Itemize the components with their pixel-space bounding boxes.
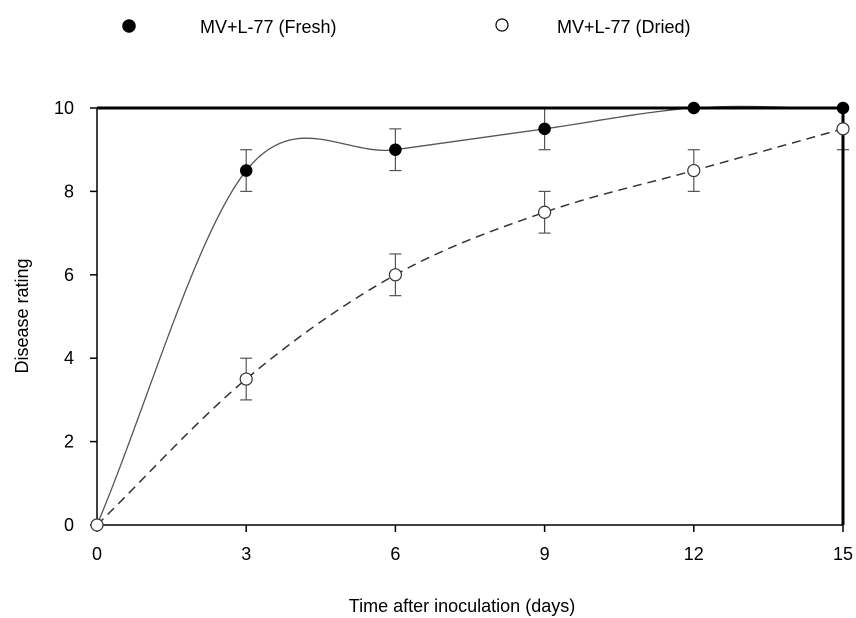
dried-data-point — [239, 372, 253, 386]
fresh-data-point — [687, 101, 701, 115]
dried-data-point — [836, 122, 850, 136]
plot-frame — [96, 106, 845, 526]
legend-marker-fresh — [122, 19, 136, 33]
x-axis-title: Time after inoculation (days) — [349, 596, 575, 616]
series-lines — [96, 105, 844, 526]
legend-marker-dried — [495, 18, 509, 32]
y-tick-label: 0 — [64, 515, 74, 535]
error-bars — [240, 107, 849, 401]
dried-data-point — [388, 268, 402, 282]
y-axis-title: Disease rating — [12, 258, 32, 373]
data-points — [90, 101, 850, 532]
fresh-series-line — [96, 105, 844, 526]
x-tick-label: 9 — [540, 544, 550, 564]
x-tick-label: 15 — [833, 544, 853, 564]
y-tick-label: 2 — [64, 432, 74, 452]
dried-data-point — [537, 205, 552, 219]
legend: MV+L-77 (Fresh) MV+L-77 (Dried) — [122, 17, 691, 37]
fresh-data-point — [836, 101, 850, 115]
dried-data-point — [90, 518, 104, 532]
y-tick-label: 10 — [54, 98, 74, 118]
dried-data-point — [687, 163, 701, 178]
fresh-data-point — [538, 122, 551, 136]
fresh-data-point — [239, 164, 253, 177]
legend-label-fresh: MV+L-77 (Fresh) — [200, 17, 337, 37]
y-tick-label: 8 — [64, 181, 74, 201]
y-tick-label: 4 — [64, 348, 74, 368]
axis-ticks: 0 3 6 9 12 15 0 2 4 6 8 10 — [54, 98, 853, 564]
dried-series-line — [96, 128, 844, 526]
legend-label-dried: MV+L-77 (Dried) — [557, 17, 691, 37]
x-tick-label: 3 — [241, 544, 251, 564]
y-tick-label: 6 — [64, 265, 74, 285]
x-tick-label: 12 — [684, 544, 704, 564]
x-tick-label: 0 — [92, 544, 102, 564]
fresh-data-point — [389, 143, 402, 156]
x-tick-label: 6 — [390, 544, 400, 564]
